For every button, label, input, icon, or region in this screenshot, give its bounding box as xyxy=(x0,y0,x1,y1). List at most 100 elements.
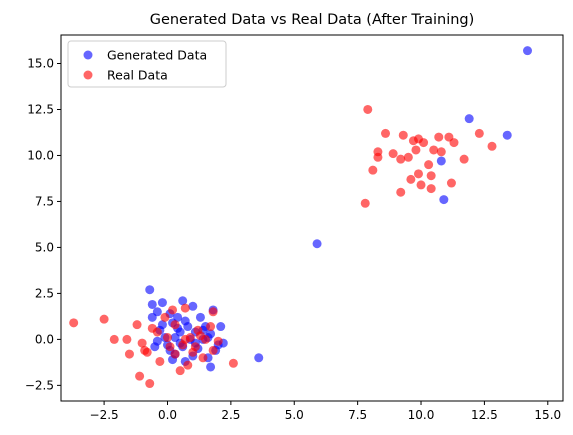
data-point xyxy=(165,342,175,352)
x-tick-label: 15.0 xyxy=(534,408,561,422)
data-point xyxy=(368,165,378,175)
legend-marker xyxy=(83,70,93,80)
x-tick-label: 2.5 xyxy=(221,408,240,422)
data-point xyxy=(396,154,406,164)
plot-area xyxy=(69,46,533,389)
data-point xyxy=(426,184,436,194)
data-point xyxy=(122,334,132,344)
data-point xyxy=(406,174,416,184)
data-point xyxy=(69,318,79,328)
data-point xyxy=(147,323,157,333)
data-point xyxy=(474,128,484,138)
chart-title: Generated Data vs Real Data (After Train… xyxy=(150,12,475,28)
data-point xyxy=(419,138,429,148)
data-point xyxy=(216,322,226,332)
data-point xyxy=(142,347,152,357)
data-point xyxy=(208,345,218,355)
y-tick-label: 0.0 xyxy=(35,332,54,346)
data-point xyxy=(155,356,165,366)
data-point xyxy=(152,336,162,346)
y-tick-label: 5.0 xyxy=(35,240,54,254)
data-point xyxy=(147,312,157,322)
data-point xyxy=(436,156,446,166)
data-point xyxy=(381,128,391,138)
data-point xyxy=(168,305,178,315)
data-point xyxy=(175,366,185,376)
data-point xyxy=(195,312,205,322)
data-point xyxy=(198,353,208,363)
data-point xyxy=(429,145,439,155)
data-point xyxy=(439,195,449,205)
data-point xyxy=(160,312,170,322)
y-tick-label: −2.5 xyxy=(25,378,54,392)
data-point xyxy=(157,298,167,308)
data-point xyxy=(413,169,423,179)
x-tick-label: 7.5 xyxy=(348,408,367,422)
x-tick-label: 0.0 xyxy=(158,408,177,422)
data-point xyxy=(228,358,238,368)
data-point xyxy=(180,316,190,326)
data-point xyxy=(206,362,216,372)
data-point xyxy=(426,171,436,181)
data-point xyxy=(195,331,205,341)
data-point xyxy=(254,353,264,363)
data-point xyxy=(178,296,188,306)
data-point xyxy=(398,130,408,140)
data-point xyxy=(411,145,421,155)
data-point xyxy=(132,320,142,330)
legend-marker xyxy=(83,50,93,60)
data-point xyxy=(502,130,512,140)
data-point xyxy=(424,160,434,170)
x-tick-label: 5.0 xyxy=(285,408,304,422)
y-tick-label: 2.5 xyxy=(35,286,54,300)
data-point xyxy=(208,307,218,317)
data-point xyxy=(170,320,180,330)
legend-box xyxy=(67,40,227,88)
data-point xyxy=(99,314,109,324)
plot-frame xyxy=(60,34,564,402)
series-real-data xyxy=(69,104,497,389)
data-point xyxy=(363,104,373,114)
y-tick-label: 7.5 xyxy=(35,194,54,208)
data-point xyxy=(449,138,459,148)
x-tick-label: −2.5 xyxy=(90,408,119,422)
y-tick-label: 15.0 xyxy=(27,57,54,71)
data-point xyxy=(157,320,167,330)
data-point xyxy=(183,360,193,370)
data-point xyxy=(180,303,190,313)
data-point xyxy=(178,340,188,350)
data-point xyxy=(416,180,426,190)
data-point xyxy=(436,147,446,157)
data-point xyxy=(373,152,383,162)
data-point xyxy=(188,301,198,311)
data-point xyxy=(145,285,155,295)
data-point xyxy=(188,347,198,357)
data-point xyxy=(147,299,157,309)
data-point xyxy=(464,114,474,124)
data-point xyxy=(487,141,497,151)
data-point xyxy=(312,239,322,249)
data-point xyxy=(434,132,444,142)
data-point xyxy=(459,154,469,164)
data-point xyxy=(396,187,406,197)
data-point xyxy=(145,379,155,389)
legend-label: Generated Data xyxy=(107,48,207,63)
data-point xyxy=(170,349,180,359)
data-point xyxy=(185,333,195,343)
x-tick-label: 10.0 xyxy=(408,408,435,422)
data-point xyxy=(162,333,172,343)
y-tick-label: 12.5 xyxy=(27,102,54,116)
data-point xyxy=(403,152,413,162)
data-point xyxy=(206,322,216,332)
axis-ticks: −2.5 0.0 2.5 5.0 7.5 10.0 12.5 15.0 −2.5 0.0 2.5 5.… xyxy=(25,57,561,422)
data-point xyxy=(388,149,398,159)
data-point xyxy=(124,349,134,359)
data-point xyxy=(213,336,223,346)
data-point xyxy=(360,198,370,208)
legend: Generated Data Real Data xyxy=(67,40,227,88)
x-tick-label: 12.5 xyxy=(471,408,498,422)
legend-label: Real Data xyxy=(107,68,168,83)
data-point xyxy=(523,46,533,56)
data-point xyxy=(446,178,456,188)
